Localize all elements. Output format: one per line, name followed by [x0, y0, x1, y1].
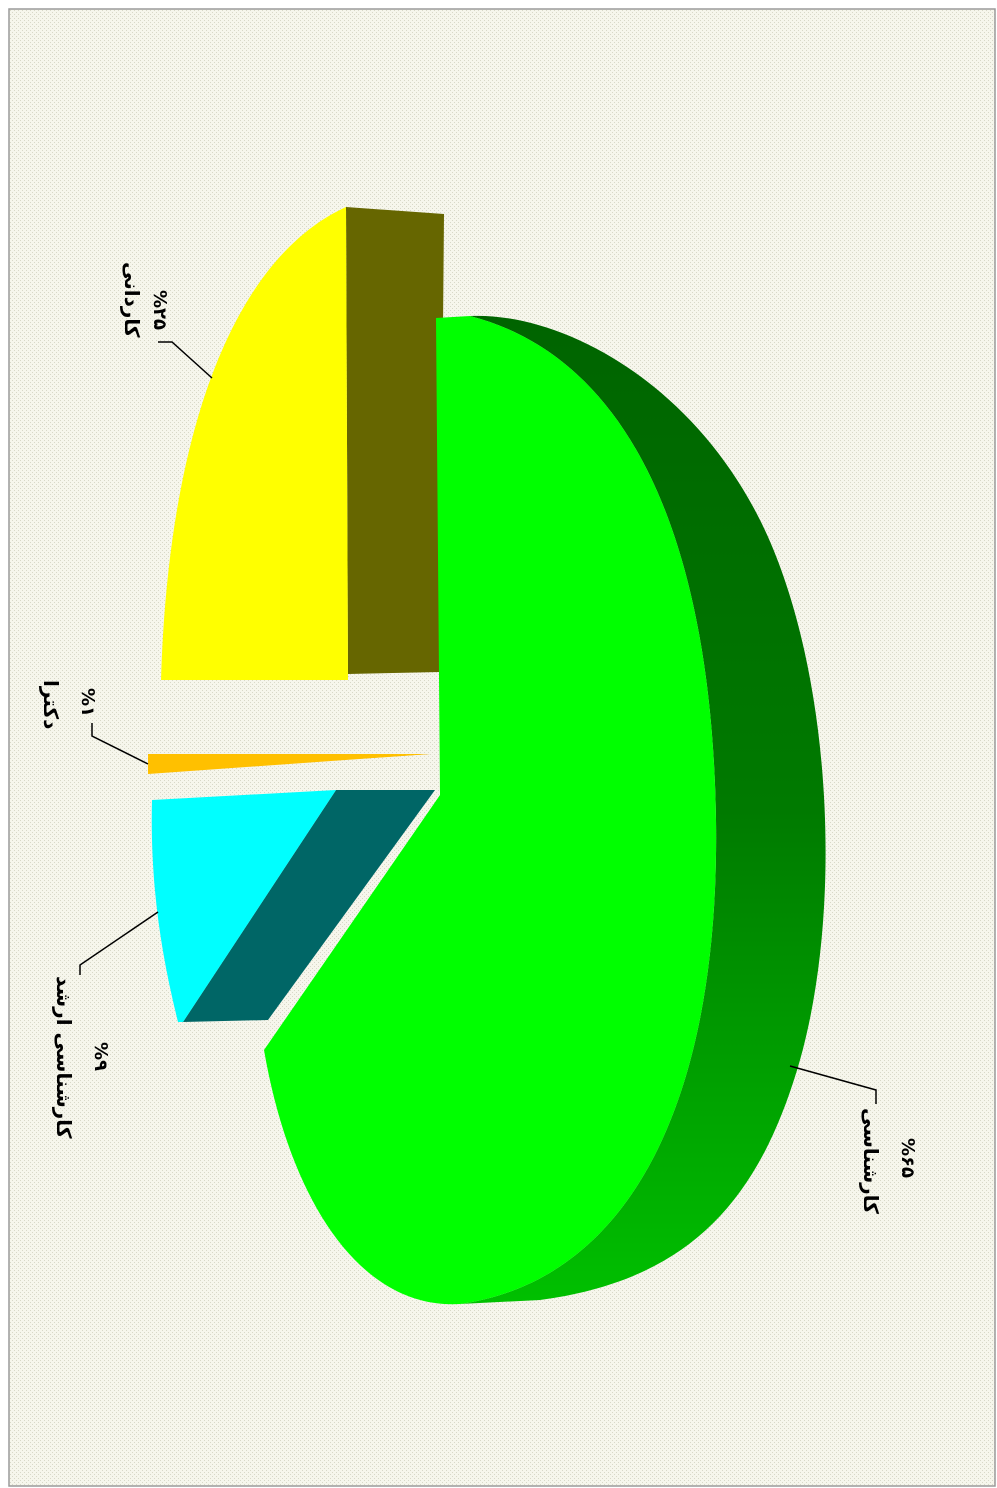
leader-karshenasi-arshad [79, 911, 159, 975]
slice-doktora-top [148, 754, 430, 774]
value-karshenasi-arshad: %۹ [90, 1042, 111, 1071]
leader-lines [79, 341, 877, 1104]
slice-karshenasi-arshad [151, 790, 435, 1022]
slice-karshenasi-arshad-side [183, 790, 435, 1022]
label-kardani: کاردانی [120, 262, 144, 338]
leader-kardani [158, 341, 213, 379]
slice-karshenasi-top [264, 316, 717, 1305]
slice-kardani [161, 207, 444, 680]
label-karshenasi: کارشناسی [859, 1108, 883, 1214]
slice-kardani-side [346, 207, 444, 674]
value-doktora: %۱ [77, 688, 98, 717]
leader-doktora [91, 723, 149, 765]
value-kardani: %۲۵ [149, 290, 170, 330]
slice-karshenasi [264, 315, 826, 1305]
slice-doktora [148, 754, 430, 774]
label-karshenasi-arshad: کارشناسی ارشد [52, 976, 76, 1139]
slice-karshenasi-side [460, 315, 826, 1304]
label-doktora: دکترا [39, 680, 63, 729]
leader-karshenasi [789, 1065, 877, 1104]
value-karshenasi: %۶۵ [897, 1138, 918, 1178]
slice-kardani-top [161, 207, 348, 680]
slice-karshenasi-arshad-top [151, 790, 336, 1022]
